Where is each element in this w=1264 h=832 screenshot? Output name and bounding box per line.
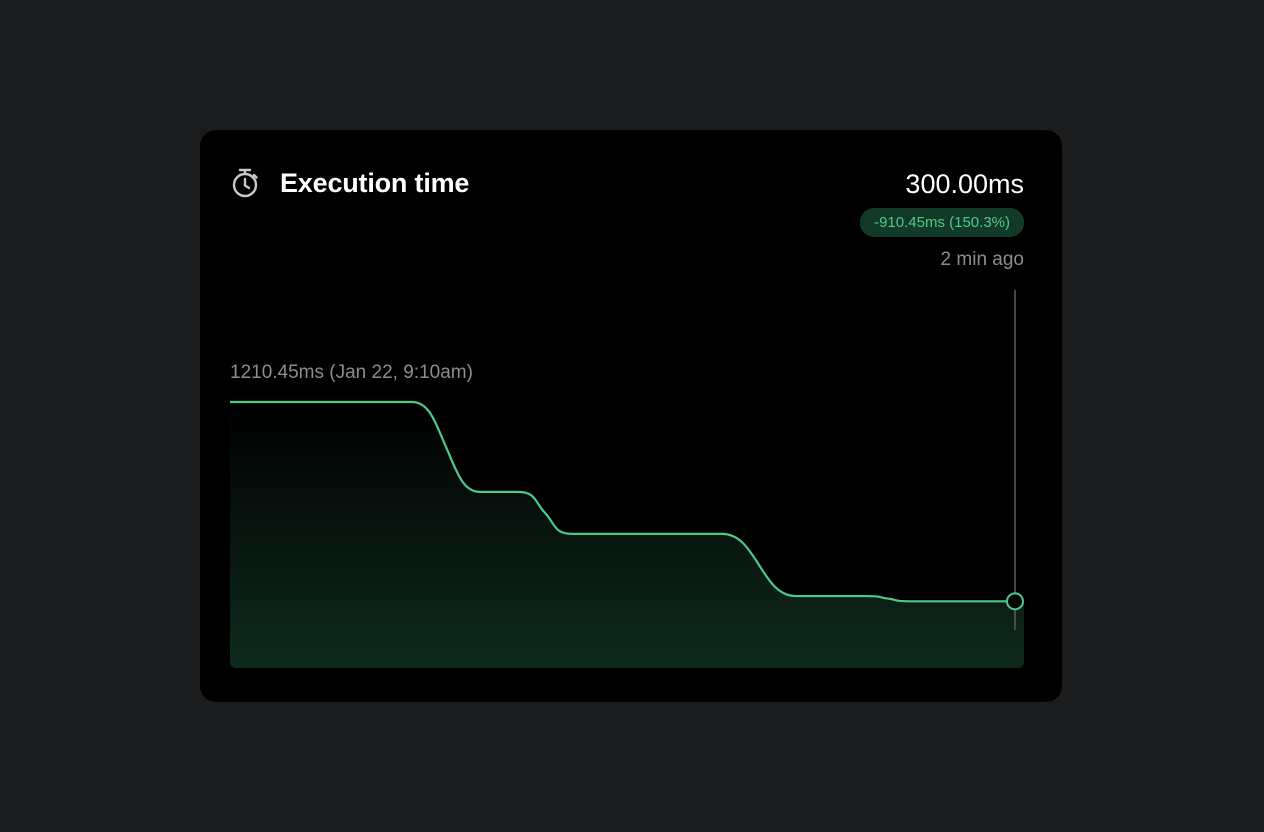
summary: 300.00ms -910.45ms (150.3%) 2 min ago (860, 168, 1024, 273)
execution-time-chart (230, 290, 1024, 668)
updated-time: 2 min ago (940, 249, 1024, 270)
execution-time-card: Execution time 300.00ms -910.45ms (150.3… (200, 130, 1062, 702)
chart-fill-mask (230, 390, 1024, 602)
current-point (1006, 592, 1024, 611)
stopwatch-icon (230, 166, 260, 200)
card-header: Execution time (230, 166, 469, 200)
delta-badge: -910.45ms (150.3%) (860, 208, 1024, 237)
series-line (230, 400, 1015, 603)
start-value-label: 1210.45ms (Jan 22, 9:10am) (230, 362, 473, 383)
current-value: 300.00ms (905, 169, 1024, 199)
card-title: Execution time (280, 167, 470, 198)
